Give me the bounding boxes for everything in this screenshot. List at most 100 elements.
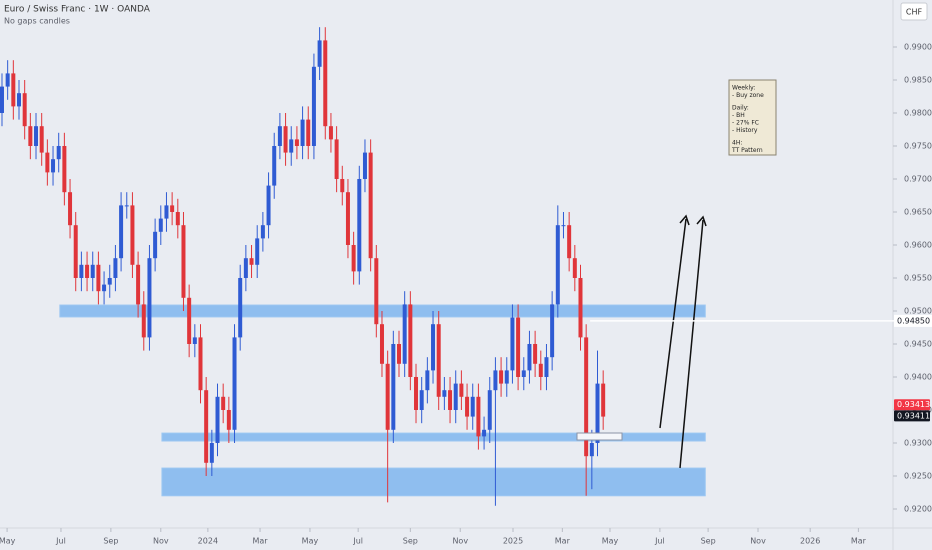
note-line: - Buy zone (732, 92, 764, 99)
candle-body (334, 139, 339, 179)
currency[interactable]: CHF (906, 8, 923, 17)
candle-body (550, 304, 555, 358)
candle-body (351, 244, 356, 272)
candle-body (272, 145, 277, 186)
candle-body (357, 178, 362, 272)
price-label: 0.93411 (897, 411, 930, 420)
note-line: - 27% FC (732, 120, 759, 127)
x-tick-label: Nov (452, 537, 468, 546)
candle-body (425, 370, 430, 391)
candle-body (465, 396, 470, 417)
candle-body (578, 277, 583, 338)
currency-box[interactable] (900, 2, 928, 21)
candle-body (374, 258, 379, 325)
price-label-bg (894, 399, 930, 411)
x-tick-label: May (0, 537, 16, 546)
zone (161, 432, 706, 442)
x-tick-label: Jul (55, 537, 66, 546)
candle-body (34, 126, 39, 146)
candle-body (385, 363, 390, 430)
candle-body (521, 370, 526, 377)
note: Weekly:- Buy zone Daily:- BH- 27% FC- His… (731, 85, 764, 155)
note-line: Weekly: (732, 85, 755, 92)
candle-body (323, 40, 328, 127)
candle-body (328, 126, 333, 140)
candle-body (51, 159, 56, 173)
candle-body (402, 304, 407, 364)
price-label-bg (894, 410, 930, 422)
candle-body (306, 119, 311, 146)
candle-body (283, 126, 288, 153)
candle-body (527, 343, 532, 371)
candle-body (340, 178, 345, 193)
arrow (659, 218, 687, 429)
candle-body (192, 337, 197, 344)
candle-body (379, 324, 384, 364)
candle-body (311, 66, 316, 146)
candle-body (28, 126, 33, 146)
candle-body (584, 337, 589, 457)
candle-body (368, 152, 373, 259)
x-tick-label: Mar (555, 537, 571, 546)
candle-body (198, 337, 203, 391)
x-tick-label: May (602, 537, 619, 546)
candle-body (567, 225, 572, 259)
candle-body (5, 73, 10, 87)
arrow (679, 219, 704, 469)
candle-body (277, 126, 282, 146)
candle-body (589, 442, 594, 457)
candle-body (453, 383, 458, 410)
candle-body (561, 225, 566, 227)
candle-body (204, 390, 209, 463)
candle-body (90, 264, 95, 278)
candle-body (317, 40, 322, 67)
candle-body (96, 264, 101, 292)
candle-body (397, 343, 401, 364)
x-tick-label: Jul (654, 537, 665, 546)
x-tick-label: May (302, 537, 319, 546)
candle-body (419, 390, 424, 410)
x-tick-label: Sep (403, 537, 418, 546)
candle-body (175, 211, 180, 226)
candle-body (232, 337, 237, 430)
x-tick-label: Jul (352, 537, 363, 546)
note-line: 4H: (732, 140, 742, 147)
note-line: - BH (732, 112, 745, 119)
candle-body (158, 218, 163, 232)
candle-body (544, 357, 549, 377)
x-tick-label: Mar (252, 537, 268, 546)
y-tick-label: 0.99000 (904, 42, 932, 51)
candle-body (470, 396, 475, 417)
candle-body (533, 343, 538, 364)
candle-body (0, 86, 4, 113)
arrow-head (679, 214, 690, 226)
note-box (728, 79, 777, 156)
candle-body (113, 258, 118, 278)
note-line: Daily: (732, 105, 749, 112)
x-tick-label: Mar (851, 537, 867, 546)
candle-body (499, 370, 504, 384)
note-line: TT Pattern (731, 147, 763, 154)
plot (0, 27, 706, 506)
zone (161, 467, 706, 497)
candle-body (243, 258, 248, 278)
candle-body (595, 383, 600, 443)
marker-box (576, 432, 623, 441)
candle-body (79, 264, 84, 278)
candle-body (555, 225, 560, 305)
candle-body (493, 370, 498, 391)
candle-body (516, 317, 521, 377)
candle-body (476, 396, 481, 437)
candle-body (136, 264, 141, 305)
candle-body (442, 390, 447, 397)
level-label: 0.94850 (897, 316, 930, 325)
